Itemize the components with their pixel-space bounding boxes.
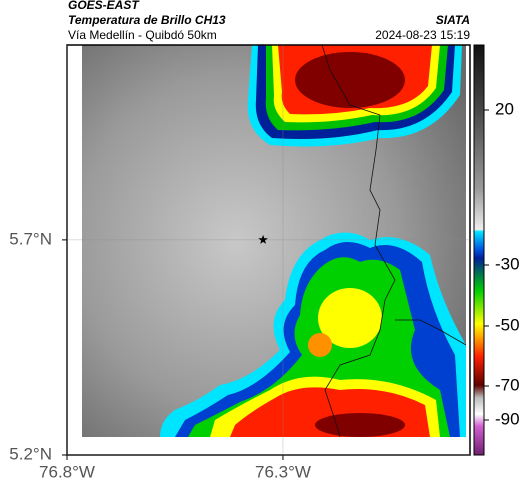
subtitle: Temperatura de Brillo CH13 [68, 13, 226, 27]
x-tick-label: 76.8°W [39, 462, 95, 481]
colorbar-tick-label: -90 [495, 409, 520, 428]
y-tick-label: 5.7°N [9, 229, 52, 248]
storm-north [247, 45, 462, 147]
colorbar-tick-label: 20 [495, 99, 514, 118]
border [321, 44, 467, 438]
colorbar-tick-label: -50 [495, 315, 520, 334]
y-tick-label: 5.2°N [9, 444, 52, 463]
colorbar [473, 44, 485, 456]
region: Vía Medellín - Quibdó 50km [68, 28, 217, 42]
timestamp: 2024-08-23 15:19 [375, 28, 470, 42]
colorbar-tick-label: -70 [495, 375, 520, 394]
location-marker [258, 234, 268, 244]
source: SIATA [436, 13, 470, 27]
dynamic: 76.8°W 76.3°W 5.2°N 5.7°N 20 -30 -50 -70 -90 [9, 45, 520, 481]
title: GOES-EAST [68, 0, 140, 12]
colorbar-tick-label: -30 [495, 254, 520, 273]
imagery [82, 44, 467, 438]
x-tick-label: 76.3°W [255, 462, 311, 481]
